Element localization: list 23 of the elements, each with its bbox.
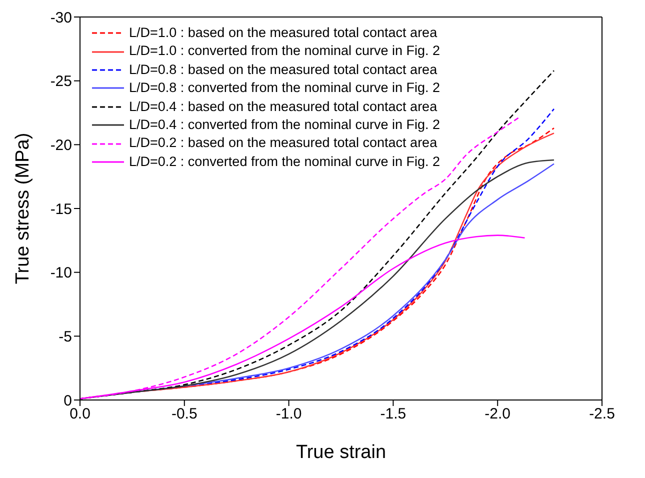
y-axis-title: True stress (MPa) — [12, 132, 34, 284]
y-tick-label: -20 — [50, 136, 72, 154]
x-tick-label: 0.0 — [70, 406, 90, 423]
legend-label: L/D=0.2 : converted from the nominal curve in Fig. 2 — [129, 152, 440, 171]
y-tick-label: 0 — [64, 392, 72, 410]
x-tick-label: -1.0 — [276, 406, 302, 423]
legend-label: L/D=0.8 : converted from the nominal curve in Fig. 2 — [129, 79, 440, 98]
x-tick-label: -0.5 — [171, 406, 198, 423]
legend-label: L/D=1.0 : converted from the nominal curve in Fig. 2 — [129, 42, 440, 60]
legend-label: L/D=0.4 : converted from the nominal curve in Fig. 2 — [129, 116, 440, 134]
y-tick-label: -30 — [50, 9, 72, 26]
legend-label: L/D=0.8 : based on the measured total contact area — [129, 60, 438, 79]
x-axis-title: True strain — [296, 442, 386, 463]
y-tick-label: -10 — [50, 264, 72, 282]
y-tick-label: -15 — [50, 200, 72, 218]
y-tick-label: -25 — [50, 73, 72, 90]
legend-label: L/D=0.2 : based on the measured total contact area — [129, 134, 438, 152]
legend-label: L/D=1.0 : based on the measured total contact area — [129, 24, 438, 42]
x-tick-label: -1.5 — [380, 406, 406, 423]
legend-label: L/D=0.4 : based on the measured total contact area — [129, 98, 438, 116]
x-tick-label: -2.0 — [484, 406, 511, 423]
y-tick-label: -5 — [58, 328, 72, 346]
x-tick-label: -2.5 — [589, 406, 615, 423]
